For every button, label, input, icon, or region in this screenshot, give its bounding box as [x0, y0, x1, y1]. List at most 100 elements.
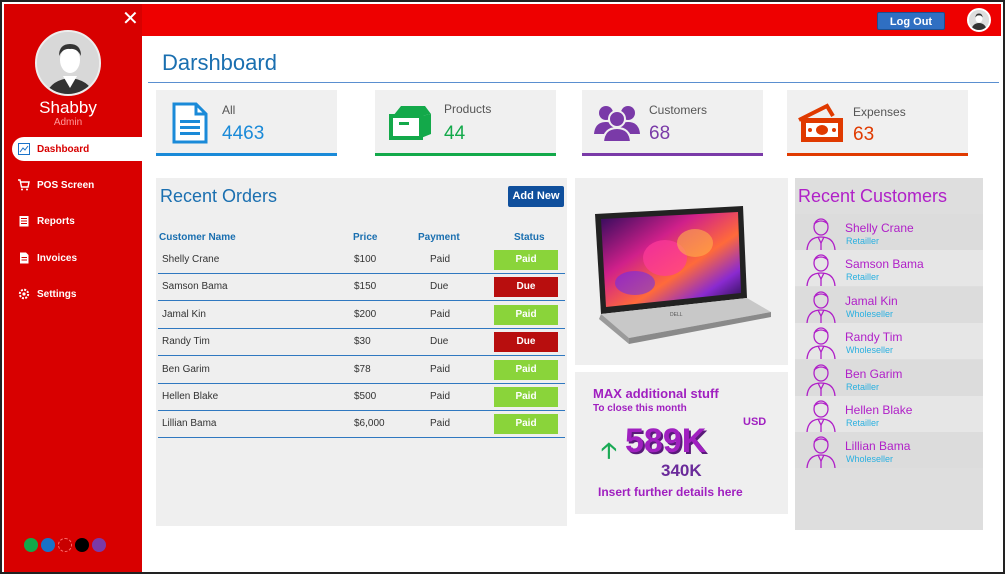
- document-icon: [172, 102, 208, 149]
- sidebar-item-label: Dashboard: [37, 143, 90, 155]
- theme-dot-red[interactable]: [58, 538, 72, 552]
- sidebar-item-label: POS Screen: [37, 179, 95, 191]
- sidebar-item-dashboard[interactable]: Dashboard: [12, 137, 144, 161]
- table-row[interactable]: Hellen Blake $500 Paid Paid: [158, 384, 565, 411]
- stat-value: 44: [444, 123, 466, 144]
- status-badge[interactable]: Due: [494, 332, 558, 353]
- column-header-payment[interactable]: Payment: [418, 232, 460, 243]
- product-image-panel: DELL: [575, 178, 788, 365]
- sidebar-item-settings[interactable]: Settings: [12, 282, 144, 306]
- promo-small-value: 340K: [661, 461, 702, 480]
- close-icon[interactable]: ✕: [122, 8, 139, 30]
- stat-label: All: [222, 103, 236, 117]
- customer-type: Retailler: [846, 418, 880, 428]
- column-header-price[interactable]: Price: [353, 232, 378, 243]
- cell-payment: Due: [430, 336, 449, 348]
- laptop-brand: DELL: [670, 312, 683, 318]
- money-icon: [797, 102, 845, 149]
- add-new-button[interactable]: Add New: [508, 186, 564, 207]
- list-item[interactable]: Ben Garim Retailler: [795, 359, 983, 396]
- cell-price: $78: [354, 363, 371, 375]
- cell-payment: Paid: [430, 308, 451, 320]
- list-item[interactable]: Randy Tim Wholeseller: [795, 323, 983, 360]
- table-row[interactable]: Lillian Bama $6,000 Paid Paid: [158, 411, 565, 439]
- dashboard-icon: [18, 143, 30, 155]
- status-badge[interactable]: Paid: [494, 414, 558, 435]
- cell-payment: Paid: [430, 254, 451, 265]
- cell-price: $500: [354, 391, 377, 402]
- recent-orders-panel: Recent Orders Add New Customer Name Pric…: [156, 178, 567, 526]
- theme-dot-purple[interactable]: [92, 538, 106, 552]
- list-item[interactable]: Hellen Blake Retailler: [795, 396, 983, 433]
- stat-card-all: All 4463: [156, 90, 337, 156]
- top-bar: Log Out: [142, 4, 1001, 36]
- promo-big-value: 589K: [625, 422, 707, 460]
- recent-customers-title: Recent Customers: [798, 186, 948, 206]
- avatar: [35, 30, 101, 96]
- stat-value: 68: [649, 123, 671, 144]
- cell-price: $200: [354, 308, 377, 320]
- user-icon: [805, 362, 837, 396]
- report-icon: [18, 215, 30, 227]
- cell-payment: Paid: [430, 363, 451, 375]
- user-icon: [805, 252, 837, 287]
- cart-icon: [18, 179, 30, 191]
- people-icon: [592, 102, 642, 147]
- status-badge[interactable]: Paid: [494, 304, 558, 325]
- promo-panel: MAX additional stuff To close this month…: [575, 372, 788, 514]
- table-row[interactable]: Shelly Crane $100 Paid Paid: [158, 247, 565, 274]
- promo-heading: MAX additional stuff: [593, 386, 719, 401]
- stat-card-products: Products 44: [375, 90, 556, 156]
- customer-name: Samson Bama: [845, 257, 924, 272]
- logout-button[interactable]: Log Out: [877, 12, 945, 30]
- theme-dot-blue[interactable]: [41, 538, 55, 552]
- box-icon: [385, 102, 433, 147]
- recent-customers-panel: Recent Customers Shelly Crane Retailler Sa…: [795, 178, 983, 530]
- column-header-customer-name[interactable]: Customer Name: [159, 232, 236, 243]
- stat-card-customers: Customers 68: [582, 90, 763, 156]
- table-row[interactable]: Randy Tim $30 Due Due: [158, 329, 565, 357]
- invoice-icon: [18, 252, 30, 264]
- status-badge[interactable]: Paid: [494, 250, 558, 270]
- cell-price: $30: [354, 336, 371, 348]
- customer-type: Retailler: [846, 272, 880, 283]
- cell-customer-name: Lillian Bama: [162, 418, 217, 430]
- stat-label: Expenses: [853, 105, 906, 119]
- sidebar-item-label: Reports: [37, 215, 75, 227]
- list-item[interactable]: Jamal Kin Wholeseller: [795, 286, 983, 323]
- theme-dot-green[interactable]: [24, 538, 38, 552]
- column-header-status[interactable]: Status: [514, 232, 545, 243]
- page-title: Darshboard: [162, 50, 277, 75]
- cell-payment: Paid: [430, 391, 451, 402]
- customer-name: Shelly Crane: [845, 221, 914, 235]
- sidebar-item-invoices[interactable]: Invoices: [12, 246, 144, 270]
- theme-color-picker: [24, 538, 106, 552]
- gear-icon: [18, 288, 30, 300]
- avatar[interactable]: [967, 8, 991, 32]
- cell-customer-name: Samson Bama: [162, 281, 228, 293]
- stat-card-expenses: Expenses 63: [787, 90, 968, 156]
- cell-customer-name: Jamal Kin: [162, 308, 206, 320]
- cell-customer-name: Hellen Blake: [162, 391, 219, 402]
- user-icon: [805, 398, 837, 433]
- status-badge[interactable]: Paid: [494, 359, 558, 380]
- status-badge[interactable]: Paid: [494, 387, 558, 407]
- stat-label: Customers: [649, 103, 708, 117]
- sidebar-item-reports[interactable]: Reports: [12, 209, 144, 233]
- cell-price: $6,000: [354, 418, 385, 430]
- sidebar-item-pos-screen[interactable]: POS Screen: [12, 173, 144, 197]
- sidebar-item-label: Invoices: [37, 252, 78, 264]
- list-item[interactable]: Lillian Bama Wholeseller: [795, 432, 983, 469]
- table-row[interactable]: Samson Bama $150 Due Due: [158, 274, 565, 302]
- list-item[interactable]: Samson Bama Retailler: [795, 250, 983, 287]
- promo-footer: Insert further details here: [598, 485, 743, 499]
- promo-subheading: To close this month: [593, 403, 687, 414]
- cell-customer-name: Shelly Crane: [162, 254, 220, 265]
- status-badge[interactable]: Due: [494, 277, 558, 298]
- cell-customer-name: Randy Tim: [162, 336, 210, 348]
- table-row[interactable]: Jamal Kin $200 Paid Paid: [158, 302, 565, 329]
- list-item[interactable]: Shelly Crane Retailler: [795, 214, 983, 251]
- theme-dot-black[interactable]: [75, 538, 89, 552]
- table-row[interactable]: Ben Garim $78 Paid Paid: [158, 357, 565, 384]
- customer-type: Retailler: [846, 236, 880, 246]
